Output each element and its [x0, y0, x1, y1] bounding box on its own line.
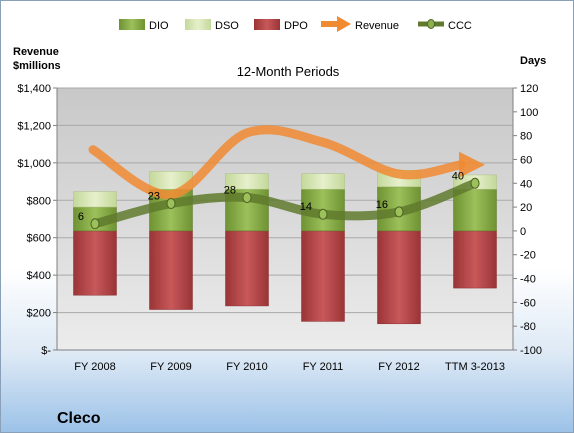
- lines: 6 23 28 14 16 40: [78, 125, 485, 230]
- legend-swatch-ccc: [418, 19, 444, 29]
- ccc-point: [166, 198, 176, 210]
- left-axis-label-line2: $millions: [13, 60, 61, 72]
- bar-dpo: [225, 230, 269, 307]
- legend-swatch-revenue: [321, 16, 351, 32]
- ccc-data-label: 16: [376, 199, 388, 211]
- revenue-line: [88, 125, 466, 200]
- legend-label-dio: DIO: [149, 20, 169, 32]
- ccc-data-label: 6: [78, 211, 84, 223]
- company-name: Cleco: [57, 410, 101, 427]
- x-tick-label: FY 2009: [150, 361, 191, 373]
- revenue-arrowhead: [459, 151, 485, 178]
- left-tick-label: $-: [41, 345, 51, 357]
- bar-dpo: [301, 230, 345, 322]
- bar-dso: [225, 173, 269, 190]
- legend-label-dso: DSO: [215, 20, 239, 32]
- x-tick-label: TTM 3-2013: [445, 361, 505, 373]
- legend-label-ccc: CCC: [448, 20, 472, 32]
- bar-dpo: [149, 230, 193, 310]
- legend: DIO DSO DPO Revenue CCC: [119, 16, 472, 32]
- right-tick-label: -20: [520, 250, 536, 262]
- left-tick-label: $200: [27, 308, 51, 320]
- left-tick-label: $600: [27, 233, 51, 245]
- x-tick-label: FY 2008: [74, 361, 115, 373]
- legend-swatch-dio: [119, 19, 145, 30]
- left-tick-label: $800: [27, 195, 51, 207]
- right-tick-label: -80: [520, 321, 536, 333]
- left-tick-label: $400: [27, 270, 51, 282]
- right-tick-label: 40: [520, 178, 532, 190]
- left-tick-label: $1,000: [17, 158, 51, 170]
- right-tick-label: 80: [520, 131, 532, 143]
- ccc-data-label: 28: [224, 185, 236, 197]
- left-axis-label-line1: Revenue: [13, 46, 59, 58]
- axes: $- $200 $400 $600 $800 $1,000 $1,200 $1,400 -100…: [17, 83, 542, 373]
- legend-swatch-dso: [185, 19, 211, 30]
- chart-title: 12-Month Periods: [237, 64, 340, 79]
- right-tick-label: 100: [520, 107, 538, 119]
- ccc-data-label: 14: [300, 201, 312, 213]
- left-tick-label: $1,200: [17, 120, 51, 132]
- right-axis-label: Days: [520, 55, 546, 67]
- ccc-data-label: 23: [148, 191, 160, 203]
- bar-dpo: [377, 230, 421, 325]
- x-tick-label: FY 2010: [226, 361, 267, 373]
- ccc-point: [318, 208, 328, 220]
- right-tick-label: 0: [520, 226, 526, 238]
- bar-dso: [301, 173, 345, 190]
- ccc-line: [90, 178, 480, 229]
- bar-dpo: [73, 230, 117, 296]
- right-tick-label: 120: [520, 83, 538, 95]
- ccc-point: [470, 177, 480, 189]
- right-tick-label: -40: [520, 274, 536, 286]
- bar-dso: [73, 191, 117, 208]
- x-tick-label: FY 2012: [378, 361, 419, 373]
- bars: [73, 169, 497, 325]
- ccc-point: [90, 218, 100, 230]
- right-tick-label: -60: [520, 297, 536, 309]
- right-tick-label: 60: [520, 154, 532, 166]
- x-tick-label: FY 2011: [303, 361, 344, 373]
- left-tick-label: $1,400: [17, 83, 51, 95]
- legend-swatch-dpo: [254, 19, 280, 30]
- right-tick-label: -100: [520, 345, 542, 357]
- bar-dio: [453, 188, 497, 232]
- legend-label-revenue: Revenue: [355, 20, 399, 32]
- right-tick-label: 20: [520, 202, 532, 214]
- ccc-data-label: 40: [452, 170, 464, 182]
- bar-dpo: [453, 230, 497, 289]
- legend-label-dpo: DPO: [284, 20, 308, 32]
- ccc-point: [394, 206, 404, 218]
- ccc-point: [242, 192, 252, 204]
